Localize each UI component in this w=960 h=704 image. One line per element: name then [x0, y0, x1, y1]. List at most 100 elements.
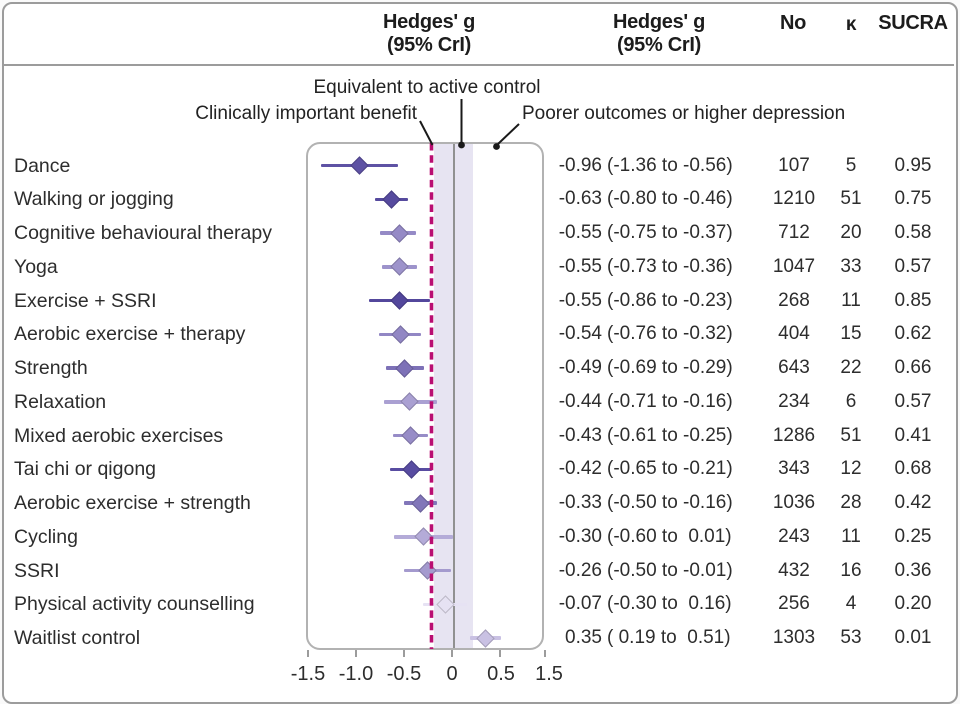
row-label: Aerobic exercise + therapy	[14, 323, 246, 346]
participants-count: 107	[778, 154, 810, 176]
studies-count: 12	[840, 458, 862, 480]
effect-estimate: -0.30	[558, 525, 602, 547]
row-label: Waitlist control	[14, 627, 141, 649]
row-label: Dance	[14, 154, 71, 177]
row-label: SSRI	[14, 559, 60, 582]
column-header-hedges-text-line2: (95% CrI)	[617, 34, 701, 56]
axis-tick-label: -0.5	[386, 663, 422, 685]
studies-count: 15	[840, 323, 862, 345]
column-header-hedges-text: Hedges' g (95% CrI)	[559, 11, 759, 57]
credible-interval: (-0.86 to -0.23)	[607, 289, 733, 311]
annotation-benefit: Clinically important benefit	[195, 103, 417, 124]
column-header-hedges-plot: Hedges' g (95% CrI)	[329, 11, 529, 57]
credible-interval: (-0.60 to 0.01)	[607, 525, 732, 547]
sucra-value: 0.85	[894, 289, 932, 311]
participants-count: 1303	[772, 627, 816, 648]
effect-estimate: -0.33	[558, 492, 602, 513]
effect-estimate: -0.96	[558, 154, 602, 176]
effect-estimate: -0.55	[558, 289, 602, 311]
effect-estimate: -0.07	[558, 593, 602, 615]
participants-count: 1286	[772, 424, 816, 446]
studies-count: 22	[840, 357, 862, 378]
row-label: Strength	[14, 357, 88, 379]
participants-count: 256	[778, 593, 810, 615]
studies-count: 11	[841, 525, 861, 547]
effect-estimate: -0.54	[558, 323, 602, 345]
header-divider	[2, 64, 954, 66]
effect-estimate: -0.26	[558, 559, 602, 581]
participants-count: 643	[778, 357, 810, 378]
axis-tick	[307, 650, 309, 657]
effect-estimate: -0.42	[558, 458, 602, 480]
axis-tick	[355, 650, 357, 657]
studies-count: 11	[841, 289, 861, 311]
participants-count: 432	[778, 559, 810, 581]
sucra-value: 0.68	[894, 458, 932, 480]
column-header-hedges-text-line1: Hedges' g	[612, 11, 706, 33]
credible-interval: (-1.36 to -0.56)	[607, 154, 733, 176]
sucra-value: 0.58	[894, 222, 932, 243]
credible-interval: (-0.73 to -0.36)	[607, 255, 733, 277]
annotation-poorer: Poorer outcomes or higher depression	[522, 103, 846, 124]
credible-interval: (-0.80 to -0.46)	[607, 188, 733, 210]
effect-estimate: -0.55	[558, 222, 602, 243]
studies-count: 6	[845, 390, 857, 412]
axis-tick-label: 0.5	[487, 663, 515, 685]
participants-count: 243	[778, 525, 810, 547]
axis-tick-label: 0	[446, 663, 458, 685]
row-label: Tai chi or qigong	[14, 458, 157, 481]
credible-interval: (-0.61 to -0.25)	[607, 424, 733, 446]
row-label: Mixed aerobic exercises	[14, 424, 224, 447]
column-header-sucra: SUCRA	[878, 12, 948, 34]
column-header-hedges-plot-line2: (95% CrI)	[387, 34, 471, 56]
effect-estimate: -0.49	[558, 357, 602, 378]
studies-count: 20	[840, 222, 862, 243]
column-header-kappa: κ	[845, 14, 857, 35]
credible-interval: (-0.69 to -0.29)	[607, 357, 733, 378]
row-label: Cycling	[14, 525, 78, 548]
studies-count: 16	[840, 559, 862, 581]
effect-estimate: -0.55	[558, 255, 602, 277]
effect-estimate: -0.44	[558, 390, 602, 412]
effect-estimate: -0.63	[558, 188, 602, 210]
participants-count: 404	[778, 323, 810, 345]
participants-count: 1036	[772, 492, 816, 513]
participants-count: 234	[778, 390, 810, 412]
row-label: Walking or jogging	[14, 188, 174, 211]
annotation-equivalent: Equivalent to active control	[313, 77, 541, 98]
axis-tick-label: 1.5	[535, 663, 563, 685]
row-label: Relaxation	[14, 390, 107, 413]
axis-tick-label: -1.0	[338, 663, 374, 685]
sucra-value: 0.95	[894, 154, 932, 176]
sucra-value: 0.42	[894, 492, 932, 513]
studies-count: 53	[840, 627, 862, 648]
credible-interval: (-0.76 to -0.32)	[607, 323, 733, 345]
row-label: Aerobic exercise + strength	[14, 492, 251, 514]
effect-estimate: -0.43	[558, 424, 602, 446]
zero-reference-line	[453, 144, 455, 648]
participants-count: 1047	[772, 255, 816, 277]
axis-tick	[499, 650, 501, 657]
row-label: Exercise + SSRI	[14, 289, 157, 312]
row-label: Cognitive behavioural therapy	[14, 222, 272, 244]
sucra-value: 0.25	[894, 525, 932, 547]
studies-count: 51	[840, 424, 862, 446]
effect-estimate: 0.35	[565, 627, 602, 648]
participants-count: 712	[778, 222, 810, 243]
credible-interval: (-0.71 to -0.16)	[607, 390, 733, 412]
sucra-value: 0.57	[894, 255, 932, 277]
axis-tick	[451, 650, 453, 657]
sucra-value: 0.01	[894, 627, 932, 648]
credible-interval: (-0.50 to -0.01)	[607, 559, 733, 581]
studies-count: 28	[840, 492, 862, 513]
sucra-value: 0.36	[894, 559, 932, 581]
sucra-value: 0.62	[894, 323, 932, 345]
studies-count: 33	[840, 255, 862, 277]
column-header-no: No	[779, 12, 807, 34]
sucra-value: 0.57	[894, 390, 932, 412]
studies-count: 51	[840, 188, 862, 210]
sucra-value: 0.41	[894, 424, 932, 446]
column-header-hedges-plot-line1: Hedges' g	[382, 11, 476, 33]
studies-count: 5	[845, 154, 857, 176]
